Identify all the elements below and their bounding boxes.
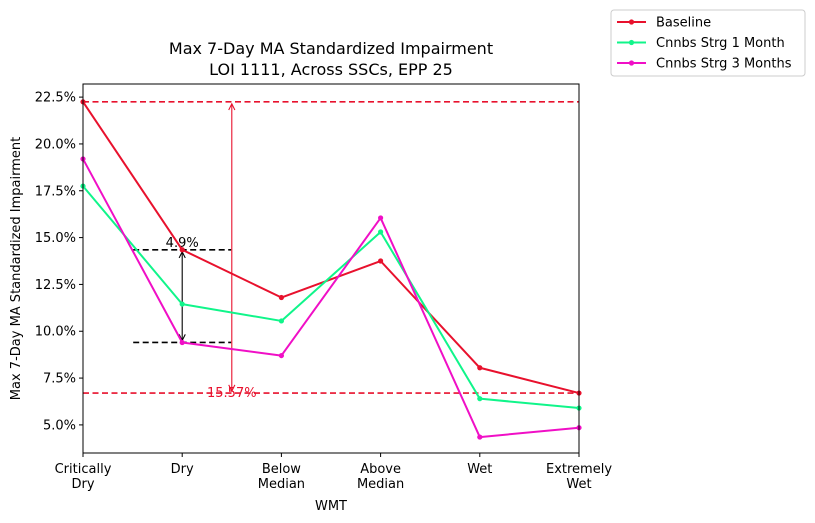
data-point-s1-4 — [477, 396, 483, 402]
y-tick-label-7: 22.5% — [35, 91, 76, 106]
x-axis-label: WMT — [315, 499, 347, 514]
data-point-s0-1 — [179, 247, 185, 253]
plot-layer: 4.9% 15.57% — [80, 99, 582, 440]
data-point-s2-4 — [477, 434, 483, 440]
chart-title-line-2: LOI 1111, Across SSCs, EPP 25 — [209, 60, 453, 79]
y-tick-label-6: 20.0% — [35, 137, 76, 152]
x-tick-label-3-1: Median — [357, 477, 404, 492]
legend-label-0: Baseline — [656, 16, 711, 31]
data-point-s1-1 — [179, 301, 185, 307]
data-point-s0-3 — [378, 258, 384, 264]
data-point-s0-2 — [278, 294, 284, 301]
legend-label-1: Cnnbs Strg 1 Month — [656, 36, 785, 51]
y-tick-label-2: 10.0% — [35, 325, 76, 340]
y-tick-label-4: 15.0% — [35, 231, 76, 246]
chart-title-line-1: Max 7-Day MA Standardized Impairment — [169, 39, 493, 58]
data-point-s2-1 — [179, 339, 185, 346]
x-tick-label-5-0: Extremely — [546, 462, 612, 477]
x-tick-label-5-1: Wet — [566, 477, 591, 492]
legend: Baseline Cnnbs Strg 1 Month Cnnbs Strg 3 M… — [610, 9, 806, 77]
ticks-layer: 5.0% 7.5% 10.0% 12.5% 15.0% 17.5% 20.0% 22.5% Cr… — [35, 91, 613, 492]
legend-box — [610, 9, 806, 77]
x-tick-label-0-0: Critically — [55, 462, 112, 477]
plot-frame — [82, 83, 580, 454]
x-tick-label-0-1: Dry — [71, 477, 94, 492]
y-tick-label-3: 12.5% — [35, 278, 76, 293]
data-point-s0-4 — [477, 365, 483, 371]
y-axis-label: Max 7-Day MA Standardized Impairment — [9, 137, 24, 400]
series-line-1 — [82, 185, 580, 410]
annotation-label-1: 15.57% — [207, 386, 257, 401]
legend-marker-1 — [628, 39, 635, 46]
series-line-2 — [82, 158, 580, 439]
annotation-label-0: 4.9% — [166, 236, 199, 251]
x-tick-label-4-0: Wet — [467, 462, 492, 477]
y-tick-label-1: 7.5% — [43, 372, 76, 387]
x-tick-label-2-1: Median — [258, 477, 305, 492]
series-line-0 — [82, 101, 580, 395]
x-tick-label-2-0: Below — [262, 462, 301, 477]
legend-label-2: Cnnbs Strg 3 Months — [656, 57, 792, 72]
data-point-s1-2 — [278, 318, 284, 324]
data-point-s1-3 — [378, 229, 384, 235]
data-point-s2-2 — [278, 352, 284, 359]
y-tick-label-5: 17.5% — [35, 184, 76, 199]
legend-marker-2 — [628, 60, 635, 66]
legend-marker-0 — [628, 19, 635, 25]
x-tick-label-3-0: Above — [360, 462, 401, 477]
x-tick-label-1-0: Dry — [171, 462, 194, 477]
data-point-s2-3 — [378, 215, 384, 221]
y-tick-label-0: 5.0% — [43, 418, 76, 433]
